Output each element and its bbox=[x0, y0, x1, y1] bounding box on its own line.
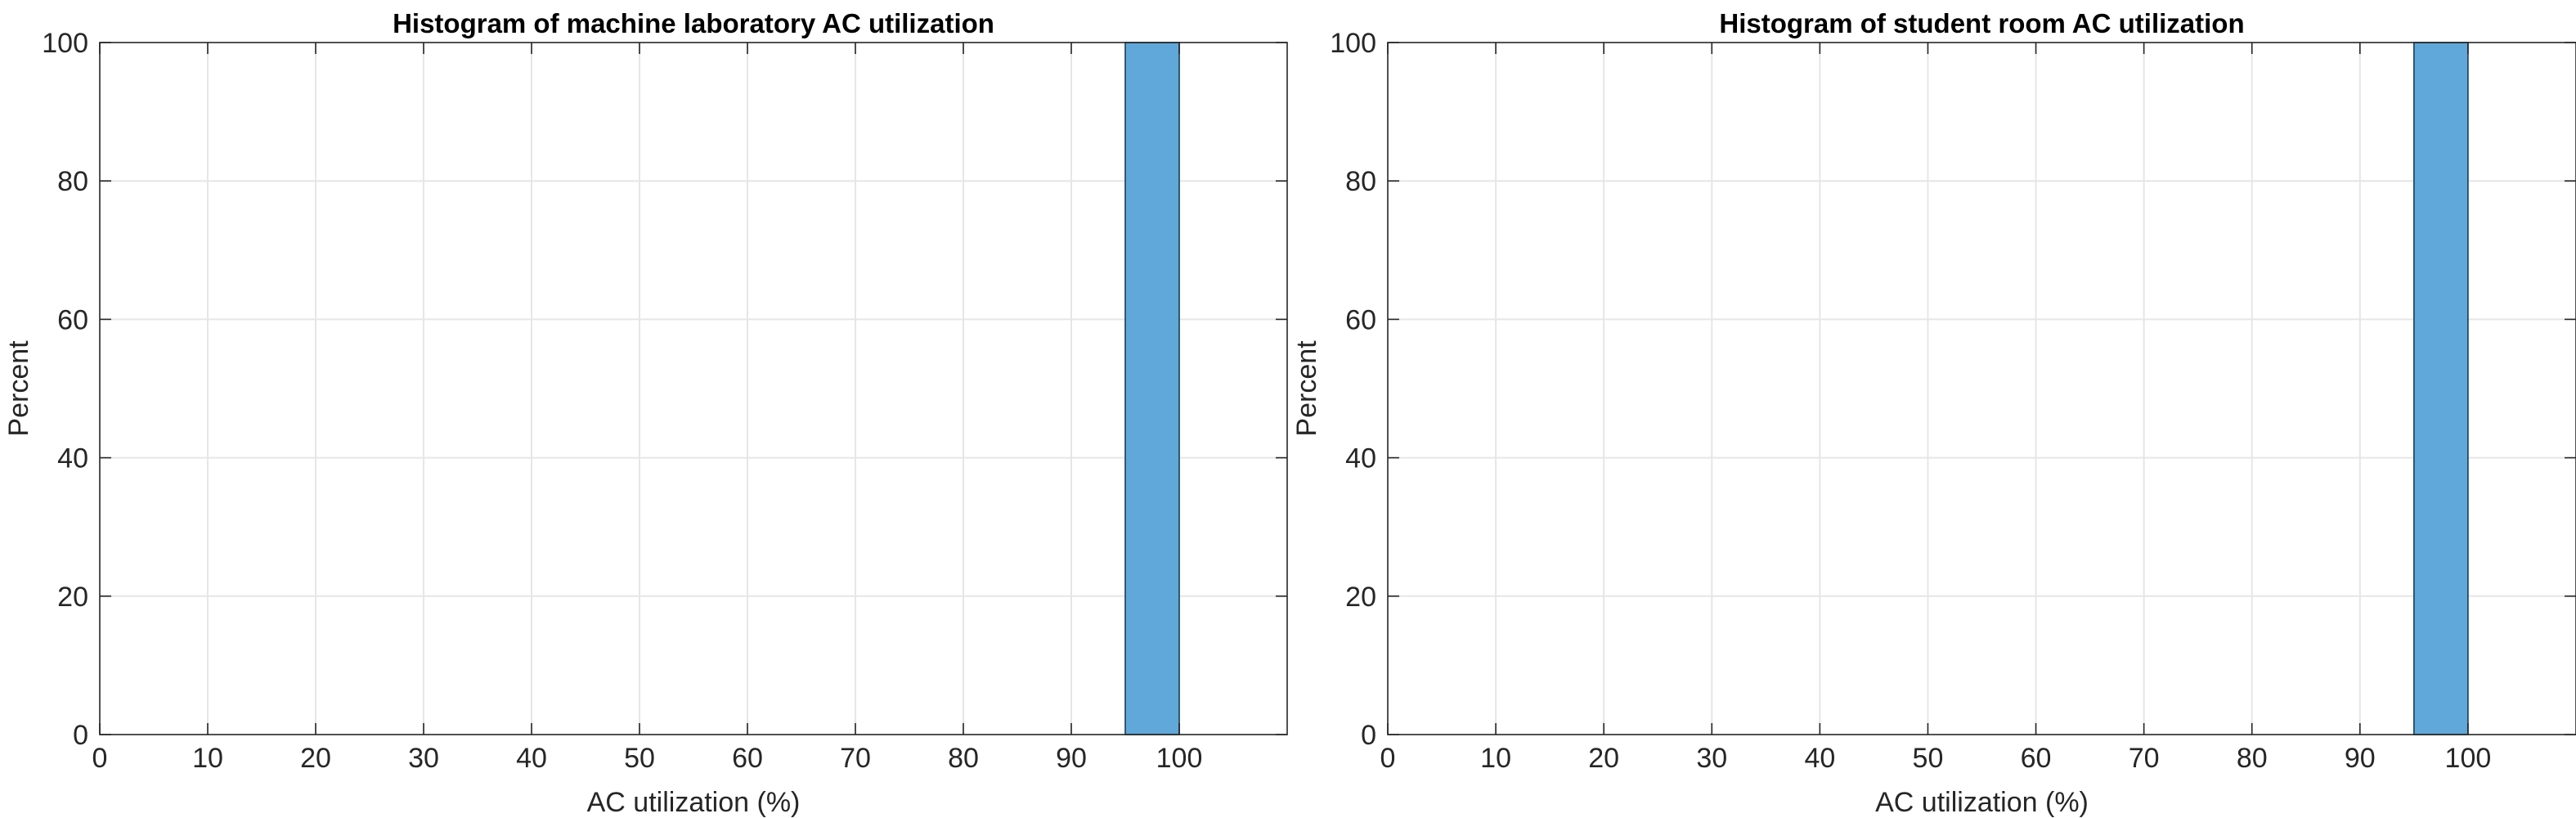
x-tick-label: 30 bbox=[1696, 743, 1727, 774]
x-tick-label: 70 bbox=[2129, 743, 2160, 774]
axes-frame bbox=[99, 42, 1288, 735]
chart-title: Histogram of student room AC utilization bbox=[1719, 8, 2244, 38]
histogram-bar bbox=[2413, 42, 2469, 735]
axes-frame bbox=[1387, 42, 2576, 735]
y-tick-label: 80 bbox=[57, 166, 88, 197]
chart-machine-laboratory: 0 10 20 30 40 50 60 70 80 90 100 0 20 40 60 80 100 Histo… bbox=[3, 8, 1288, 818]
chart-title: Histogram of machine laboratory AC utili… bbox=[393, 8, 994, 38]
x-tick-label: 70 bbox=[840, 743, 871, 774]
y-tick-label: 40 bbox=[1345, 443, 1376, 474]
y-tick-label: 60 bbox=[1345, 304, 1376, 335]
x-tick-label: 50 bbox=[624, 743, 655, 774]
x-tick-label: 0 bbox=[92, 743, 108, 774]
x-tick-label: 90 bbox=[1056, 743, 1087, 774]
x-tick-label: 20 bbox=[1588, 743, 1619, 774]
x-tick-label: 10 bbox=[1480, 743, 1511, 774]
y-tick-label: 60 bbox=[57, 304, 88, 335]
y-axis-label: Percent bbox=[1291, 340, 1322, 437]
x-axis-label: AC utilization (%) bbox=[587, 787, 801, 818]
x-tick-label: 90 bbox=[2345, 743, 2376, 774]
y-tick-label: 0 bbox=[1361, 720, 1376, 751]
chart-student-room: 0 10 20 30 40 50 60 70 80 90 100 0 20 40 60 80 100 Histo… bbox=[1291, 8, 2576, 818]
y-tick-label: 20 bbox=[1345, 582, 1376, 613]
x-tick-label: 0 bbox=[1380, 743, 1396, 774]
x-tick-label: 50 bbox=[1913, 743, 1944, 774]
y-tick-label: 20 bbox=[57, 582, 88, 613]
x-tick-label: 10 bbox=[192, 743, 223, 774]
histogram-bar bbox=[1124, 42, 1180, 735]
x-tick-label: 80 bbox=[948, 743, 979, 774]
y-tick-label: 100 bbox=[1330, 28, 1376, 59]
y-axis-label: Percent bbox=[3, 340, 34, 437]
x-tick-label: 30 bbox=[408, 743, 439, 774]
x-tick-label: 20 bbox=[300, 743, 331, 774]
y-tick-label: 80 bbox=[1345, 166, 1376, 197]
y-tick-label: 40 bbox=[57, 443, 88, 474]
x-tick-label: 100 bbox=[1156, 743, 1203, 774]
x-tick-label: 80 bbox=[2237, 743, 2268, 774]
y-tick-label: 100 bbox=[42, 28, 88, 59]
x-tick-label: 40 bbox=[1804, 743, 1835, 774]
y-tick-label: 0 bbox=[73, 720, 88, 751]
x-tick-label: 60 bbox=[732, 743, 763, 774]
x-tick-label: 60 bbox=[2021, 743, 2052, 774]
x-tick-label: 100 bbox=[2445, 743, 2492, 774]
x-tick-label: 40 bbox=[516, 743, 547, 774]
x-axis-label: AC utilization (%) bbox=[1875, 787, 2089, 818]
